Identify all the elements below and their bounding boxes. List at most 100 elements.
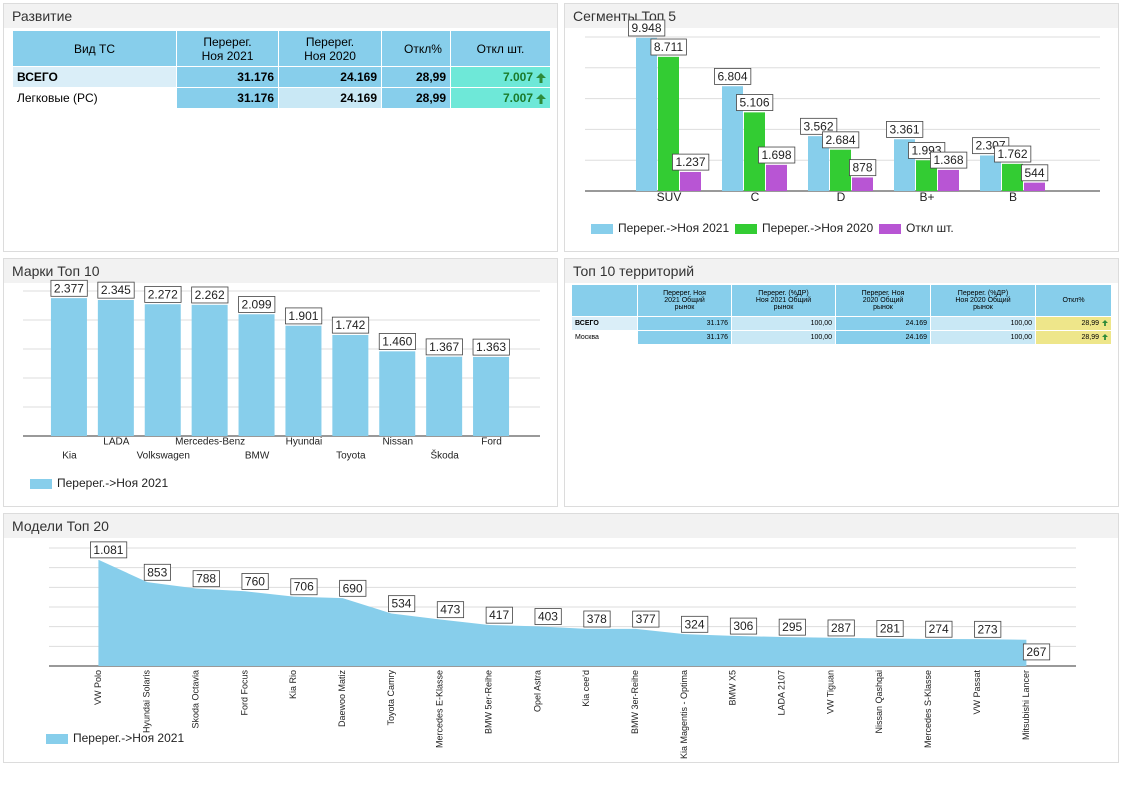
data-label-box (436, 601, 465, 619)
data-label: 2.272 (148, 287, 178, 301)
data-label: 3.361 (889, 122, 919, 136)
panel-title: Марки Топ 10 (4, 259, 557, 283)
data-label-box (800, 117, 838, 135)
cell-text: Москва (575, 334, 599, 341)
table-cell: 31.176 (637, 330, 732, 345)
cell-text: 24.169 (340, 70, 377, 84)
table-cell: 24.169 (278, 66, 382, 88)
table-row: Легковые (PC) 31.176 24.169 28,99 7.007 (12, 87, 551, 109)
bar (285, 325, 322, 436)
cell-text: 28,99 (415, 70, 446, 84)
cell-text: 7.007 (502, 70, 533, 84)
chart: 1.081 853 788 760 706 690 534 473 417 403 378 377 32… (46, 541, 1076, 759)
table-cell: 28,99 (1035, 330, 1112, 345)
cell-text: 7.007 (502, 91, 533, 105)
cell-text: ВСЕГО (575, 320, 599, 327)
panel: Топ 10 территорий Перерег. Ноя 2021 Общи… (564, 258, 1119, 507)
data-label: 267 (1026, 645, 1046, 659)
data-label: 281 (880, 622, 900, 636)
data-label: 760 (245, 574, 265, 588)
data-label: 8.711 (654, 40, 683, 54)
x-tick-label: BMW (245, 451, 270, 462)
arrow-shape (536, 93, 546, 104)
bar (238, 314, 275, 436)
data-label: 1.901 (288, 309, 318, 323)
data-label-box (672, 153, 710, 171)
data-label-box (90, 541, 128, 559)
header-cell: Перерег. Ноя 2020 (278, 30, 382, 67)
data-label: 2.262 (195, 288, 225, 302)
data-label: 306 (733, 619, 753, 633)
data-label: 1.368 (933, 153, 963, 167)
x-tick-label: Mercedes S-Klasse (923, 670, 933, 748)
data-label: 378 (587, 612, 607, 626)
table-cell: 28,99 (381, 66, 451, 88)
x-tick-label: VW Tiguan (825, 670, 835, 714)
data-label-box (632, 610, 660, 628)
cell-text: 28,99 (1081, 320, 1099, 327)
cell-text: 31.176 (706, 320, 728, 327)
data-label: 2.099 (242, 297, 272, 311)
cell-text: 100,00 (1010, 320, 1032, 327)
data-label-box (583, 610, 611, 628)
bar (980, 155, 1001, 191)
cell-text: 31.176 (237, 70, 274, 84)
table-cell: 24.169 (278, 87, 382, 109)
data-label: 2.377 (54, 281, 84, 295)
data-label: 274 (929, 622, 949, 636)
arrow-up-icon (536, 93, 546, 104)
data-label: 2.345 (101, 283, 131, 297)
x-tick-label: BMW 3er-Reihe (630, 670, 640, 734)
x-tick-label: Skoda Octavia (190, 670, 200, 729)
data-label-box (534, 608, 562, 625)
table-cell: 24.169 (835, 330, 931, 345)
table-cell: Легковые (PC) (12, 87, 177, 109)
data-label-box (778, 618, 806, 636)
table-row: ВСЕГО 31.176 24.169 28,99 7.007 (12, 66, 551, 88)
table-cell: 28,99 (381, 87, 451, 109)
x-tick-label: Volkswagen (137, 451, 190, 462)
data-label: 853 (147, 565, 167, 579)
panel-title: Топ 10 территорий (565, 259, 1118, 283)
x-tick-label: Opel Astra (532, 670, 542, 712)
arrow-shape (536, 72, 546, 83)
table-cell: ВСЕГО (12, 66, 177, 88)
header-cell: Перерег. (%ДР) Ноя 2020 Общий рынок (930, 284, 1036, 317)
data-label-box (1021, 164, 1049, 182)
cell-text: 24.169 (905, 334, 927, 341)
table-row: ВСЕГО 31.176 100,00 24.169 100,00 28,99 (571, 316, 1112, 331)
table-cell: 31.176 (176, 87, 279, 109)
data-label: 377 (636, 612, 656, 626)
panel-title: Модели Топ 20 (4, 514, 1118, 538)
data-label: 788 (196, 572, 216, 586)
table-row: Москва 31.176 100,00 24.169 100,00 28,99 (571, 330, 1112, 345)
data-label: 295 (782, 620, 802, 634)
data-label-box (50, 279, 88, 297)
data-label: 878 (852, 161, 872, 175)
legend-label: Перерег.->Ноя 2020 (762, 221, 873, 235)
data-label: 1.460 (382, 334, 412, 348)
bar (97, 299, 134, 436)
data-label-box (191, 286, 229, 304)
data-label-box (974, 620, 1002, 638)
bar (473, 356, 510, 436)
data-label-box (143, 563, 171, 581)
legend-swatch (46, 734, 68, 744)
data-label-box (736, 94, 774, 111)
bar (938, 169, 959, 191)
data-label-box (339, 579, 367, 597)
data-label-box (714, 67, 752, 85)
x-tick-label: Kia Magentis - Optima (679, 670, 689, 759)
data-label: 1.742 (335, 318, 365, 332)
bar (744, 112, 765, 191)
cell-text: 28,99 (415, 91, 446, 105)
header-cell (571, 284, 638, 317)
panel-title: Развитие (4, 4, 557, 28)
data-label-box (994, 145, 1032, 163)
bar (852, 177, 873, 191)
x-tick-label: Mercedes E-Klasse (435, 670, 445, 748)
x-tick-label: Kia (62, 451, 77, 462)
table-cell: Москва (571, 330, 638, 345)
table-cell: 100,00 (930, 330, 1036, 345)
cell-text: 24.169 (905, 320, 927, 327)
